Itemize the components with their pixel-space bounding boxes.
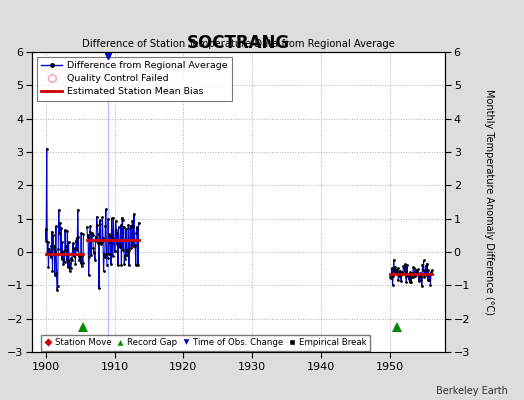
Text: Berkeley Earth: Berkeley Earth <box>436 386 508 396</box>
Legend: Station Move, Record Gap, Time of Obs. Change, Empirical Break: Station Move, Record Gap, Time of Obs. C… <box>41 335 369 351</box>
Y-axis label: Monthly Temperature Anomaly Difference (°C): Monthly Temperature Anomaly Difference (… <box>484 89 494 315</box>
Text: Difference of Station Temperature Data from Regional Average: Difference of Station Temperature Data f… <box>82 39 395 49</box>
Title: SOCTRANG: SOCTRANG <box>187 34 290 52</box>
